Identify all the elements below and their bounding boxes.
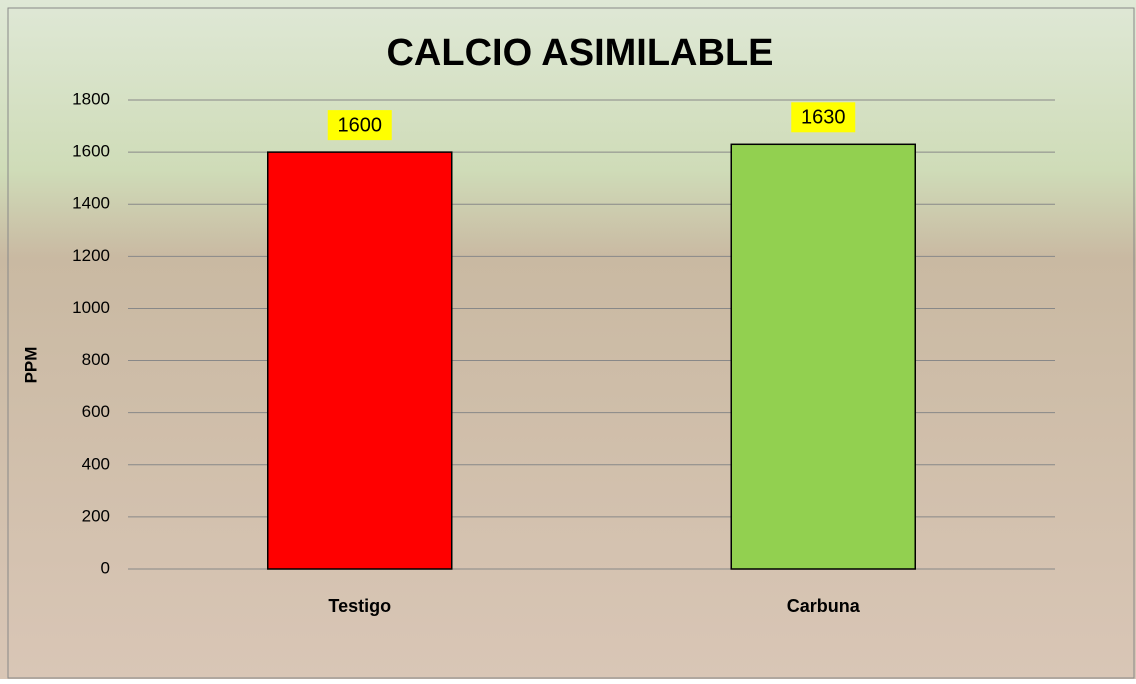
value-label-bg [327,110,392,141]
y-tick-label: 400 [82,454,110,473]
chart-border [7,7,1135,679]
y-tick-label: 0 [101,558,110,577]
value-label: 1600 [338,114,383,136]
bar [267,151,453,570]
y-tick-label: 600 [82,402,110,421]
y-tick-label: 1200 [72,246,110,265]
x-tick-label: Testigo [328,596,391,616]
y-tick-label: 1400 [72,194,110,213]
y-tick-label: 1000 [72,298,110,317]
y-tick-label: 200 [82,506,110,525]
value-label: 1630 [801,107,846,129]
x-tick-label: Carbuna [787,596,861,616]
chart-title: CALCIO ASIMILABLE [386,32,773,74]
bar [730,143,916,570]
value-label-bg [791,102,856,133]
y-tick-label: 800 [82,350,110,369]
y-axis-label: PPM [21,347,40,384]
y-tick-label: 1600 [72,142,110,161]
y-tick-label: 1800 [72,89,110,108]
